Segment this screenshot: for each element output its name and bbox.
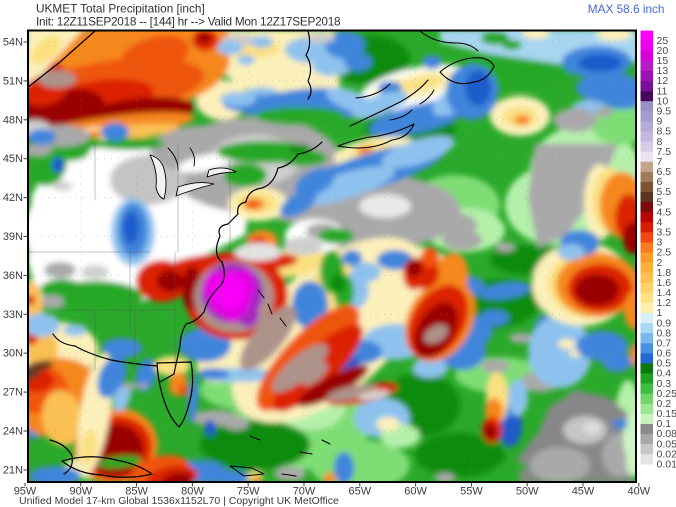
svg-text:0.05: 0.05 — [657, 438, 676, 450]
svg-text:0.6: 0.6 — [657, 348, 672, 360]
svg-text:0.3: 0.3 — [657, 378, 672, 390]
svg-text:6.5: 6.5 — [657, 166, 672, 178]
svg-text:13: 13 — [657, 65, 669, 77]
svg-text:0.9: 0.9 — [657, 317, 672, 329]
svg-text:Init: 12Z11SEP2018 -- [144] hr: Init: 12Z11SEP2018 -- [144] hr --> Valid… — [36, 14, 341, 28]
svg-text:51N: 51N — [3, 75, 23, 87]
svg-text:95W: 95W — [14, 486, 37, 498]
svg-text:1.6: 1.6 — [657, 277, 672, 289]
svg-text:50W: 50W — [516, 486, 539, 498]
svg-text:0.7: 0.7 — [657, 337, 672, 349]
svg-text:25: 25 — [657, 35, 669, 47]
svg-text:0.1: 0.1 — [657, 418, 672, 430]
svg-text:MAX 58.6 inch: MAX 58.6 inch — [588, 2, 665, 16]
svg-text:27N: 27N — [3, 387, 23, 399]
svg-text:42N: 42N — [3, 192, 23, 204]
svg-text:70W: 70W — [293, 486, 316, 498]
svg-text:21N: 21N — [3, 464, 23, 476]
svg-text:60W: 60W — [404, 486, 427, 498]
svg-text:1.8: 1.8 — [657, 267, 672, 279]
svg-text:11: 11 — [657, 85, 668, 97]
svg-text:2: 2 — [657, 257, 663, 269]
svg-text:6: 6 — [657, 176, 663, 188]
svg-text:1: 1 — [657, 307, 663, 319]
svg-text:0.5: 0.5 — [657, 358, 672, 370]
svg-text:5.5: 5.5 — [657, 186, 672, 198]
svg-text:9: 9 — [657, 116, 663, 128]
svg-text:24N: 24N — [3, 426, 23, 438]
svg-text:7.5: 7.5 — [657, 146, 672, 158]
svg-text:20: 20 — [657, 45, 669, 57]
svg-text:1.2: 1.2 — [657, 297, 672, 309]
svg-text:33N: 33N — [3, 309, 23, 321]
svg-text:55W: 55W — [460, 486, 483, 498]
svg-text:0.25: 0.25 — [657, 388, 676, 400]
svg-text:10: 10 — [657, 95, 669, 107]
svg-text:0.2: 0.2 — [657, 398, 672, 410]
svg-text:15: 15 — [657, 55, 669, 67]
svg-text:80W: 80W — [181, 486, 204, 498]
svg-text:39N: 39N — [3, 231, 23, 243]
svg-text:0.8: 0.8 — [657, 327, 672, 339]
svg-text:0.08: 0.08 — [657, 428, 676, 440]
svg-text:0.15: 0.15 — [657, 408, 676, 420]
svg-text:1.4: 1.4 — [657, 287, 672, 299]
svg-text:4.5: 4.5 — [657, 206, 672, 218]
svg-text:4: 4 — [657, 216, 663, 228]
svg-text:90W: 90W — [69, 486, 92, 498]
svg-text:45N: 45N — [3, 153, 23, 165]
svg-text:85W: 85W — [125, 486, 148, 498]
svg-text:3: 3 — [657, 237, 663, 249]
svg-text:3.5: 3.5 — [657, 227, 672, 239]
svg-text:75W: 75W — [237, 486, 260, 498]
svg-text:2.5: 2.5 — [657, 247, 672, 259]
svg-text:9.5: 9.5 — [657, 105, 672, 117]
svg-text:5: 5 — [657, 196, 663, 208]
svg-text:30N: 30N — [3, 348, 23, 360]
svg-text:0.02: 0.02 — [657, 448, 676, 460]
svg-text:7: 7 — [657, 156, 663, 168]
svg-text:40W: 40W — [627, 486, 650, 498]
svg-text:54N: 54N — [3, 37, 23, 49]
svg-text:12: 12 — [657, 75, 669, 87]
svg-text:0.01: 0.01 — [657, 459, 676, 471]
svg-text:45W: 45W — [572, 486, 595, 498]
svg-text:UKMET Total Precipitation [inc: UKMET Total Precipitation [inch] — [36, 1, 205, 15]
svg-text:8.5: 8.5 — [657, 126, 672, 138]
svg-text:8: 8 — [657, 136, 663, 148]
svg-text:Unified Model 17-km Global 153: Unified Model 17-km Global 1536x1152L70 … — [19, 495, 339, 507]
svg-text:36N: 36N — [3, 270, 23, 282]
svg-text:65W: 65W — [348, 486, 371, 498]
svg-text:0.4: 0.4 — [657, 368, 672, 380]
svg-text:48N: 48N — [3, 114, 23, 126]
